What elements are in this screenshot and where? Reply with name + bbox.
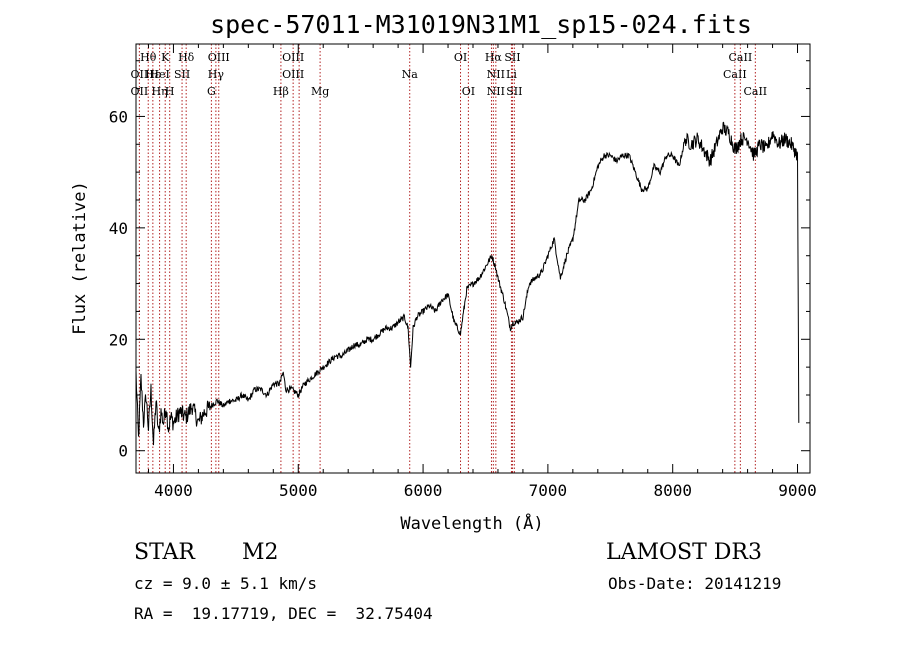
observation-date: Obs-Date: 20141219 [608,574,782,593]
line-label-1: OII [131,68,149,81]
y-tick-label-0: 0 [118,442,128,461]
x-tick-label-3: 7000 [529,481,568,500]
line-label-24: NII [487,85,505,98]
line-label-4: Hη [151,85,167,98]
line-label-17: Na [402,68,419,81]
y-tick-label-2: 40 [109,219,128,238]
line-label-21: SII [504,51,520,64]
line-label-12: G [207,85,216,98]
line-label-10: OIII [208,51,230,64]
line-label-23: Li [506,68,517,81]
plot-frame [135,43,811,474]
line-label-27: CaII [723,68,747,81]
redshift-cz: cz = 9.0 ± 5.1 km/s [134,574,318,593]
axes: 4000 5000 6000 7000 8000 9000 0 20 40 60 [109,44,817,500]
sky-coordinates: RA = 19.17719, DEC = 32.75404 [134,604,433,623]
line-label-25: SII [506,85,522,98]
object-class: STAR [134,540,195,565]
line-label-3: Hε [145,68,161,81]
emission-line-markers [138,44,756,473]
x-tick-label-1: 5000 [279,481,318,500]
line-label-19: OI [462,85,475,98]
x-tick-label-4: 8000 [653,481,692,500]
x-tick-label-5: 9000 [778,481,817,500]
line-label-22: NII [487,68,505,81]
line-label-11: Hγ [208,68,225,81]
line-label-2: OII [131,85,149,98]
line-label-16: Mg [311,85,329,98]
x-axis-label: Wavelength (Å) [400,512,543,534]
object-subclass: M2 [242,540,279,565]
line-label-28: CaII [743,85,767,98]
line-label-26: CaII [729,51,753,64]
line-label-7: H [165,85,175,98]
line-label-6: HeI [149,68,169,81]
survey-label: LAMOST DR3 [606,540,762,565]
y-tick-label-1: 20 [109,330,128,349]
y-tick-label-3: 60 [109,107,128,126]
flux-series-layer [135,121,800,446]
x-tick-label-0: 4000 [154,481,193,500]
line-label-13: OIII [282,51,304,64]
x-tick-label-2: 6000 [404,481,443,500]
line-label-8: SII [174,68,190,81]
line-label-18: OI [454,51,467,64]
series-line-flux [135,121,800,446]
y-axis-label: Flux (relative) [70,181,90,335]
line-label-9: Hδ [178,51,195,64]
chart-title: spec-57011-M31019N31M1_sp15-024.fits [210,10,752,39]
line-label-14: OIII [282,68,304,81]
line-label-15: Hβ [273,85,289,98]
line-label-0: Hθ [140,51,157,64]
spectrum-chart: spec-57011-M31019N31M1_sp15-024.fits Hθ O… [70,10,817,534]
line-label-20: Hα [485,51,503,64]
line-label-5: K [161,51,170,64]
